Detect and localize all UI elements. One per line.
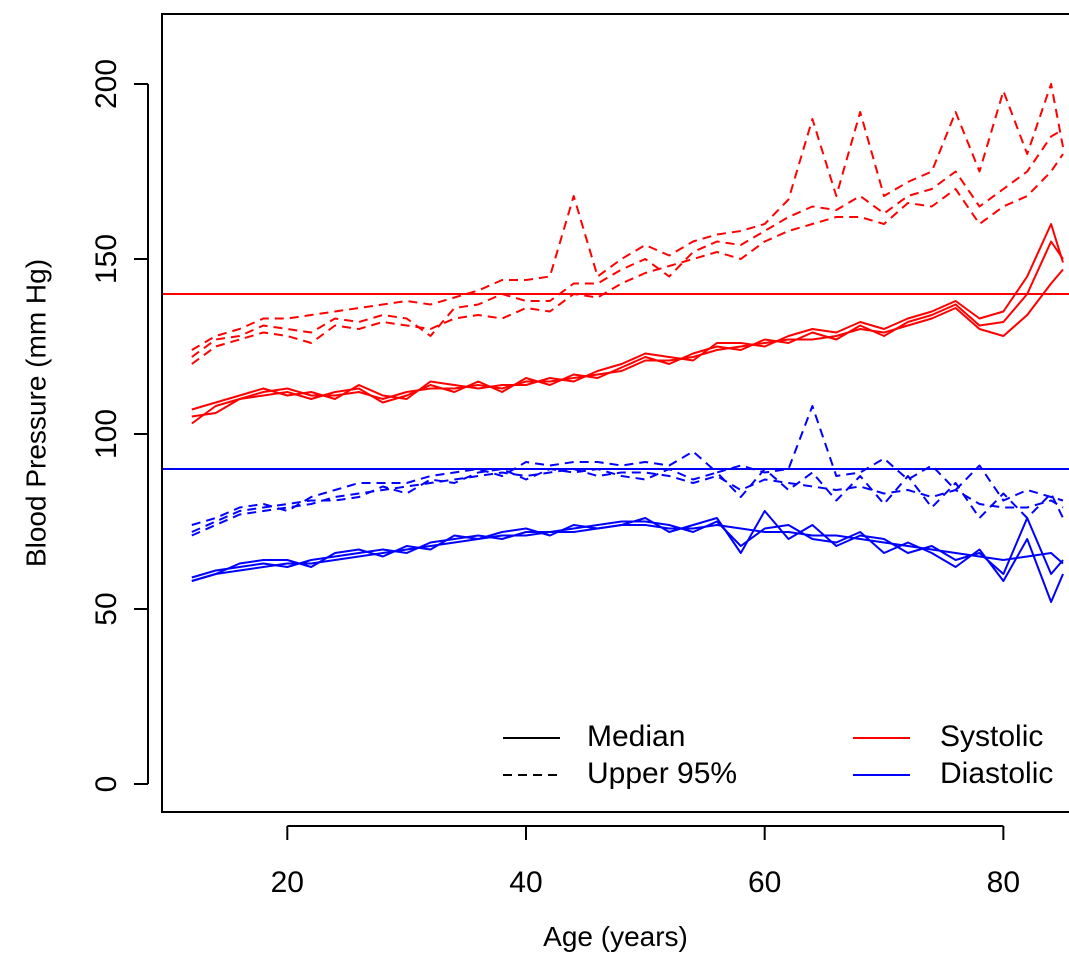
diastolic-median-line-8: [191, 510, 1064, 582]
diastolic-median-line-6: [191, 524, 1064, 582]
series-lines: [191, 83, 1064, 603]
systolic-upper95-line-3: [191, 153, 1064, 365]
reference-lines: [162, 293, 1069, 470]
y-tick-label: 200: [90, 59, 123, 109]
y-tick-label: 100: [90, 409, 123, 459]
legend-label-0: Median: [587, 720, 685, 753]
plot-frame: [161, 13, 1069, 813]
systolic-upper95-line-4: [191, 128, 1064, 358]
systolic-median-line-1: [191, 240, 1064, 418]
legend: Median Upper 95% Systolic Diastolic: [503, 720, 1053, 790]
systolic-median-line-0: [191, 268, 1064, 425]
x-axis-title: Age (years): [543, 921, 688, 952]
x-tick-label: 80: [987, 866, 1020, 899]
diastolic-upper95-line-10: [191, 468, 1064, 533]
x-tick-label: 60: [748, 866, 781, 899]
x-tick-label: 40: [509, 866, 542, 899]
axes: 20 40 60 80 0 50 100 150 200: [90, 59, 1020, 899]
y-tick-label: 0: [90, 776, 123, 793]
x-tick-label: 20: [271, 866, 304, 899]
y-axis-title: Blood Pressure (mm Hg): [20, 259, 51, 567]
legend-label-2: Systolic: [940, 720, 1043, 753]
y-tick-label: 150: [90, 234, 123, 284]
legend-label-1: Upper 95%: [587, 757, 737, 790]
legend-label-3: Diastolic: [940, 757, 1053, 790]
diastolic-upper95-line-11: [191, 405, 1064, 526]
diastolic-upper95-line-9: [191, 468, 1064, 537]
systolic-median-line-2: [191, 223, 1064, 411]
systolic-upper95-line-5: [191, 83, 1064, 351]
y-tick-label: 50: [90, 592, 123, 625]
